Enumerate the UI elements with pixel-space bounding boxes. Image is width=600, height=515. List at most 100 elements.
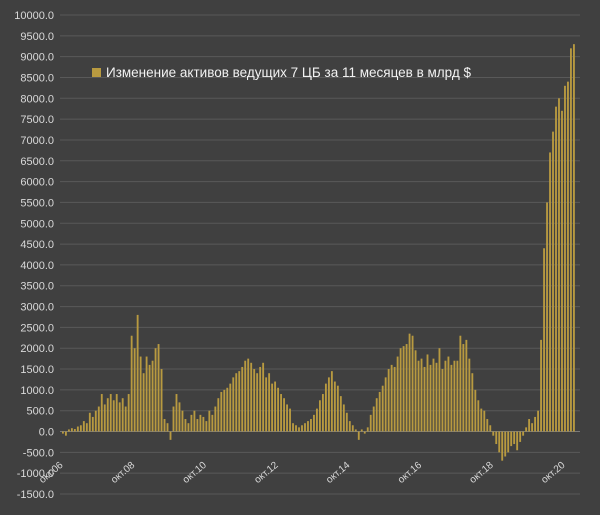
- bar: [525, 427, 528, 432]
- bar: [223, 389, 226, 432]
- bar: [489, 425, 492, 432]
- y-tick-label: 2000.0: [20, 343, 54, 355]
- bar: [214, 406, 217, 432]
- bar: [229, 383, 232, 432]
- bar: [324, 383, 327, 432]
- bar: [528, 419, 531, 432]
- bar: [313, 414, 315, 432]
- bar: [453, 360, 456, 432]
- legend: Изменение активов ведущих 7 ЦБ за 11 мес…: [92, 65, 471, 80]
- bar: [372, 406, 375, 432]
- bar: [369, 414, 372, 432]
- bar: [561, 110, 563, 432]
- bar: [217, 398, 220, 432]
- y-tick-label: 8000.0: [20, 93, 54, 105]
- bar: [277, 387, 280, 432]
- bar: [450, 364, 453, 432]
- bar: [241, 366, 244, 432]
- bar: [307, 421, 309, 432]
- legend-label: Изменение активов ведущих 7 ЦБ за 11 мес…: [106, 65, 471, 80]
- y-tick-label: 9500.0: [20, 31, 54, 43]
- bar: [211, 414, 214, 432]
- bar: [310, 419, 312, 432]
- bar: [375, 398, 378, 432]
- bar: [363, 431, 366, 434]
- bar: [414, 350, 417, 432]
- bar: [103, 404, 106, 432]
- y-tick-label: 2500.0: [20, 322, 54, 334]
- bar: [351, 425, 354, 432]
- bar: [193, 410, 196, 432]
- bar: [534, 416, 537, 432]
- bar: [417, 360, 420, 432]
- bar: [564, 85, 566, 432]
- bar: [253, 369, 256, 432]
- bar: [432, 358, 435, 432]
- bar: [181, 410, 184, 432]
- bar: [100, 394, 103, 432]
- bar: [226, 387, 229, 432]
- bar: [235, 373, 238, 432]
- bar: [345, 412, 348, 432]
- bar: [438, 348, 441, 432]
- bar: [357, 431, 360, 440]
- bar: [567, 81, 569, 432]
- y-tick-label: 8500.0: [20, 72, 54, 84]
- bar: [342, 404, 345, 432]
- bar: [175, 394, 178, 432]
- bar: [172, 406, 175, 432]
- bar: [151, 360, 154, 432]
- bar: [199, 414, 202, 432]
- bar: [160, 369, 163, 432]
- bar: [465, 339, 468, 432]
- bar: [178, 402, 181, 432]
- bar: [510, 431, 513, 447]
- bar: [73, 429, 76, 432]
- bar: [321, 394, 324, 432]
- bar: [477, 400, 480, 432]
- y-tick-label: 5000.0: [20, 218, 54, 230]
- bar: [555, 106, 557, 432]
- bar: [531, 423, 534, 432]
- bar: [67, 429, 70, 432]
- bar: [301, 425, 303, 432]
- bar: [435, 362, 438, 432]
- bar: [295, 425, 297, 432]
- bar: [112, 400, 115, 432]
- bars: [62, 44, 575, 461]
- bar: [468, 358, 471, 432]
- bar: [124, 406, 127, 432]
- bar: [459, 335, 462, 432]
- legend-swatch: [92, 68, 101, 77]
- y-tick-label: 4500.0: [20, 239, 54, 251]
- bar: [570, 48, 572, 432]
- bar: [289, 408, 291, 432]
- bar: [163, 419, 166, 432]
- bar: [348, 421, 351, 432]
- bar: [154, 348, 157, 432]
- bar: [504, 431, 507, 457]
- y-tick-label: 1000.0: [20, 385, 54, 397]
- bar: [396, 356, 399, 432]
- bar: [256, 373, 259, 432]
- bar: [208, 410, 211, 432]
- bar: [486, 419, 489, 432]
- bar: [85, 423, 88, 432]
- bar: [522, 431, 525, 436]
- bar: [274, 381, 277, 432]
- bar: [244, 360, 247, 432]
- bar: [471, 373, 474, 432]
- bar: [354, 429, 357, 432]
- bar: [399, 348, 402, 432]
- bar: [121, 398, 124, 432]
- y-tick-label: 1500.0: [20, 364, 54, 376]
- bar: [537, 410, 539, 432]
- bar: [444, 360, 447, 432]
- bar: [187, 423, 190, 432]
- bar: [462, 344, 465, 432]
- y-tick-label: 6500.0: [20, 156, 54, 168]
- bar: [280, 394, 282, 432]
- bar: [552, 131, 554, 432]
- bar: [540, 339, 542, 432]
- bar: [250, 362, 253, 432]
